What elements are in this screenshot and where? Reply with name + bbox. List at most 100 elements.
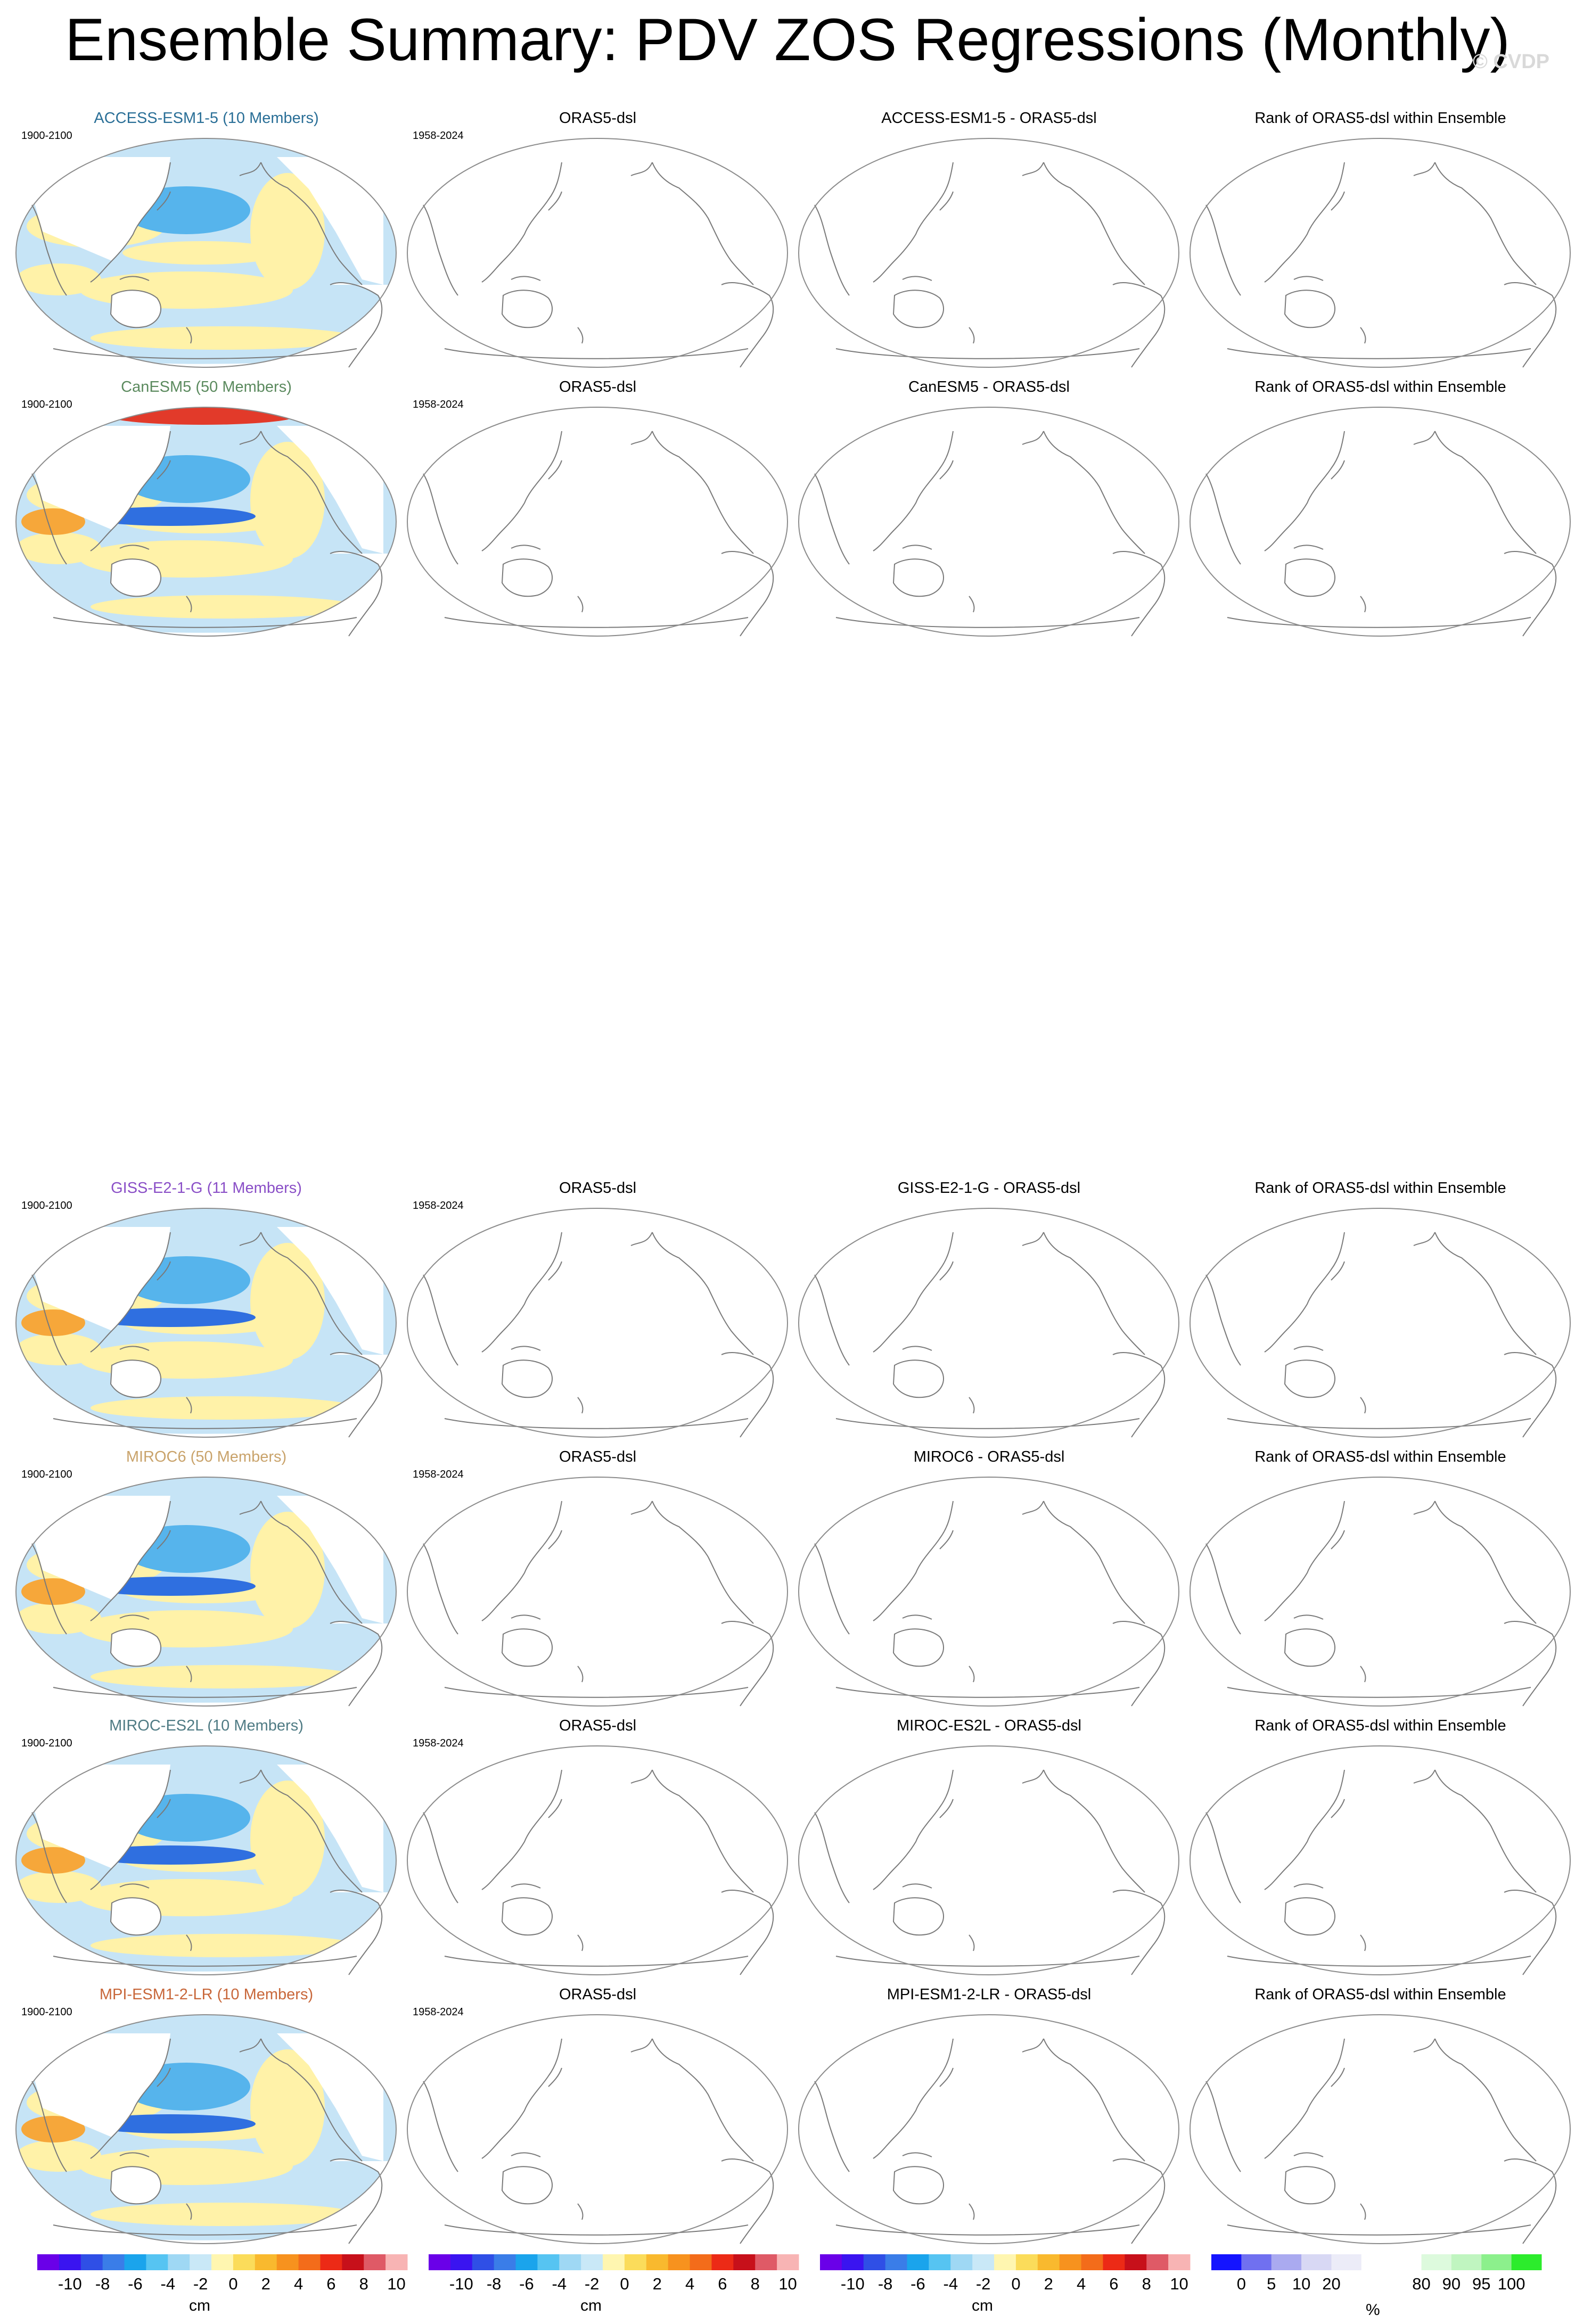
colorbar-swatch: [124, 2254, 146, 2270]
diff-panel: ACCESS-ESM1-5 - ORAS5-dsl: [793, 109, 1185, 375]
colorbar-swatch: [972, 2254, 995, 2270]
colorbar-swatch: [733, 2254, 756, 2270]
colorbar-tick-label: -2: [976, 2274, 991, 2293]
colorbar-tick-label: 5: [1267, 2274, 1276, 2293]
colorbar-swatch: [494, 2254, 516, 2270]
model-panel-title: CanESM5 (50 Members): [121, 378, 292, 395]
model-panel-title: MIROC-ES2L (10 Members): [109, 1717, 303, 1734]
model-panel: MPI-ESM1-2-LR (10 Members) 1900-2100: [11, 1985, 402, 2252]
map: [15, 2014, 397, 2244]
map-outline: [1190, 1745, 1571, 1975]
colorbar-tick-label: 90: [1442, 2274, 1461, 2293]
watermark: © CVDP: [1472, 51, 1549, 73]
rank-panel-title: Rank of ORAS5-dsl within Ensemble: [1254, 1448, 1506, 1465]
colorbar-swatch: [755, 2254, 777, 2270]
diff-panel: MIROC6 - ORAS5-dsl: [793, 1448, 1185, 1714]
colorbar-swatch: [1481, 2254, 1512, 2270]
colorbar-swatch: [1059, 2254, 1082, 2270]
obs-panel: ORAS5-dsl 1958-2024: [402, 1179, 793, 1445]
map: [15, 138, 397, 368]
map: [15, 407, 397, 637]
map: [798, 1745, 1179, 1975]
coastlines: [423, 2038, 774, 2244]
obs-panel: ORAS5-dsl 1958-2024: [402, 1717, 793, 1983]
map-outline: [15, 1745, 397, 1975]
coastlines: [423, 1232, 774, 1438]
colorbar-tick-label: -6: [128, 2274, 143, 2293]
colorbar-swatch: [885, 2254, 908, 2270]
map-outline: [407, 1208, 788, 1438]
colorbar-swatch: [342, 2254, 364, 2270]
colorbar-rank-unit: %: [1366, 2301, 1380, 2319]
rank-panel-title: Rank of ORAS5-dsl within Ensemble: [1254, 1717, 1506, 1734]
obs-panel: ORAS5-dsl 1958-2024: [402, 1985, 793, 2252]
colorbar-swatch: [863, 2254, 886, 2270]
model-panel-period: 1900-2100: [21, 1469, 72, 1480]
colorbar-swatch: [1211, 2254, 1242, 2270]
map: [1190, 1745, 1571, 1975]
colorbar-swatch: [841, 2254, 864, 2270]
colorbar-swatch: [668, 2254, 691, 2270]
obs-panel-period: 1958-2024: [413, 1737, 464, 1749]
map-outline: [798, 1477, 1179, 1707]
colorbar-swatch: [255, 2254, 277, 2270]
colorbar-tick-label: 10: [387, 2274, 405, 2293]
coastlines: [814, 431, 1166, 637]
map-outline: [798, 138, 1179, 368]
colorbar-swatch: [211, 2254, 234, 2270]
colorbar-tick-label: -8: [487, 2274, 502, 2293]
colorbar-swatch: [690, 2254, 712, 2270]
model-panel-period: 1900-2100: [21, 399, 72, 410]
colorbar-swatch: [777, 2254, 799, 2270]
colorbar-tick-label: 95: [1472, 2274, 1490, 2293]
map-outline: [15, 1208, 397, 1438]
colorbar-model: -10 -8 -6 -4 -2 0 2 4 6 8 10 cm: [27, 2249, 418, 2324]
colorbar-swatch: [472, 2254, 495, 2270]
colorbar-swatch: [1103, 2254, 1125, 2270]
coastlines: [814, 1232, 1166, 1438]
colorbar-swatch: [1146, 2254, 1169, 2270]
map: [798, 407, 1179, 637]
map-outline: [407, 407, 788, 637]
colorbar-tick-label: 80: [1412, 2274, 1430, 2293]
coastlines: [814, 2038, 1166, 2244]
page-title: Ensemble Summary: PDV ZOS Regressions (M…: [65, 6, 1510, 73]
colorbar-swatch: [537, 2254, 560, 2270]
colorbar-swatch: [80, 2254, 103, 2270]
colorbar-swatch: [1037, 2254, 1060, 2270]
colorbar-tick-label: 10: [1170, 2274, 1188, 2293]
rank-panel: Rank of ORAS5-dsl within Ensemble: [1185, 1985, 1575, 2252]
map: [407, 1745, 788, 1975]
colorbar-tick-label: -2: [585, 2274, 600, 2293]
colorbar-swatch: [1271, 2254, 1302, 2270]
map: [1190, 1208, 1571, 1438]
obs-panel: ORAS5-dsl 1958-2024: [402, 378, 793, 644]
map-outline: [15, 1477, 397, 1707]
colorbar-swatch: [515, 2254, 538, 2270]
coastlines: [814, 1501, 1166, 1707]
map-outline: [1190, 407, 1571, 637]
colorbar-tick-label: 8: [1142, 2274, 1151, 2293]
map: [15, 1477, 397, 1707]
colorbar-swatch: [994, 2254, 1016, 2270]
map: [15, 1745, 397, 1975]
coastlines: [814, 162, 1166, 368]
colorbar-swatch: [1241, 2254, 1272, 2270]
colorbar-swatch: [233, 2254, 256, 2270]
colorbar-tick-label: -8: [95, 2274, 110, 2293]
colorbar-tick-label: 0: [620, 2274, 629, 2293]
regression-field: [16, 2015, 396, 2244]
colorbar-swatch: [581, 2254, 603, 2270]
coastlines: [423, 162, 774, 368]
colorbar-swatch: [624, 2254, 647, 2270]
obs-panel-period: 1958-2024: [413, 399, 464, 410]
colorbar-tick-label: 10: [1292, 2274, 1310, 2293]
coastlines: [31, 1769, 383, 1975]
colorbar-tick-label: 4: [1077, 2274, 1086, 2293]
diff-panel-title: MIROC6 - ORAS5-dsl: [913, 1448, 1065, 1465]
colorbar-tick-label: 100: [1498, 2274, 1525, 2293]
colorbar-swatch: [320, 2254, 342, 2270]
panel-row: MPI-ESM1-2-LR (10 Members) 1900-2100 ORAS5…: [0, 1985, 1575, 2252]
obs-panel-title: ORAS5-dsl: [559, 1717, 637, 1734]
panel-row: MIROC6 (50 Members) 1900-2100 ORAS5-dsl 195…: [0, 1448, 1575, 1714]
